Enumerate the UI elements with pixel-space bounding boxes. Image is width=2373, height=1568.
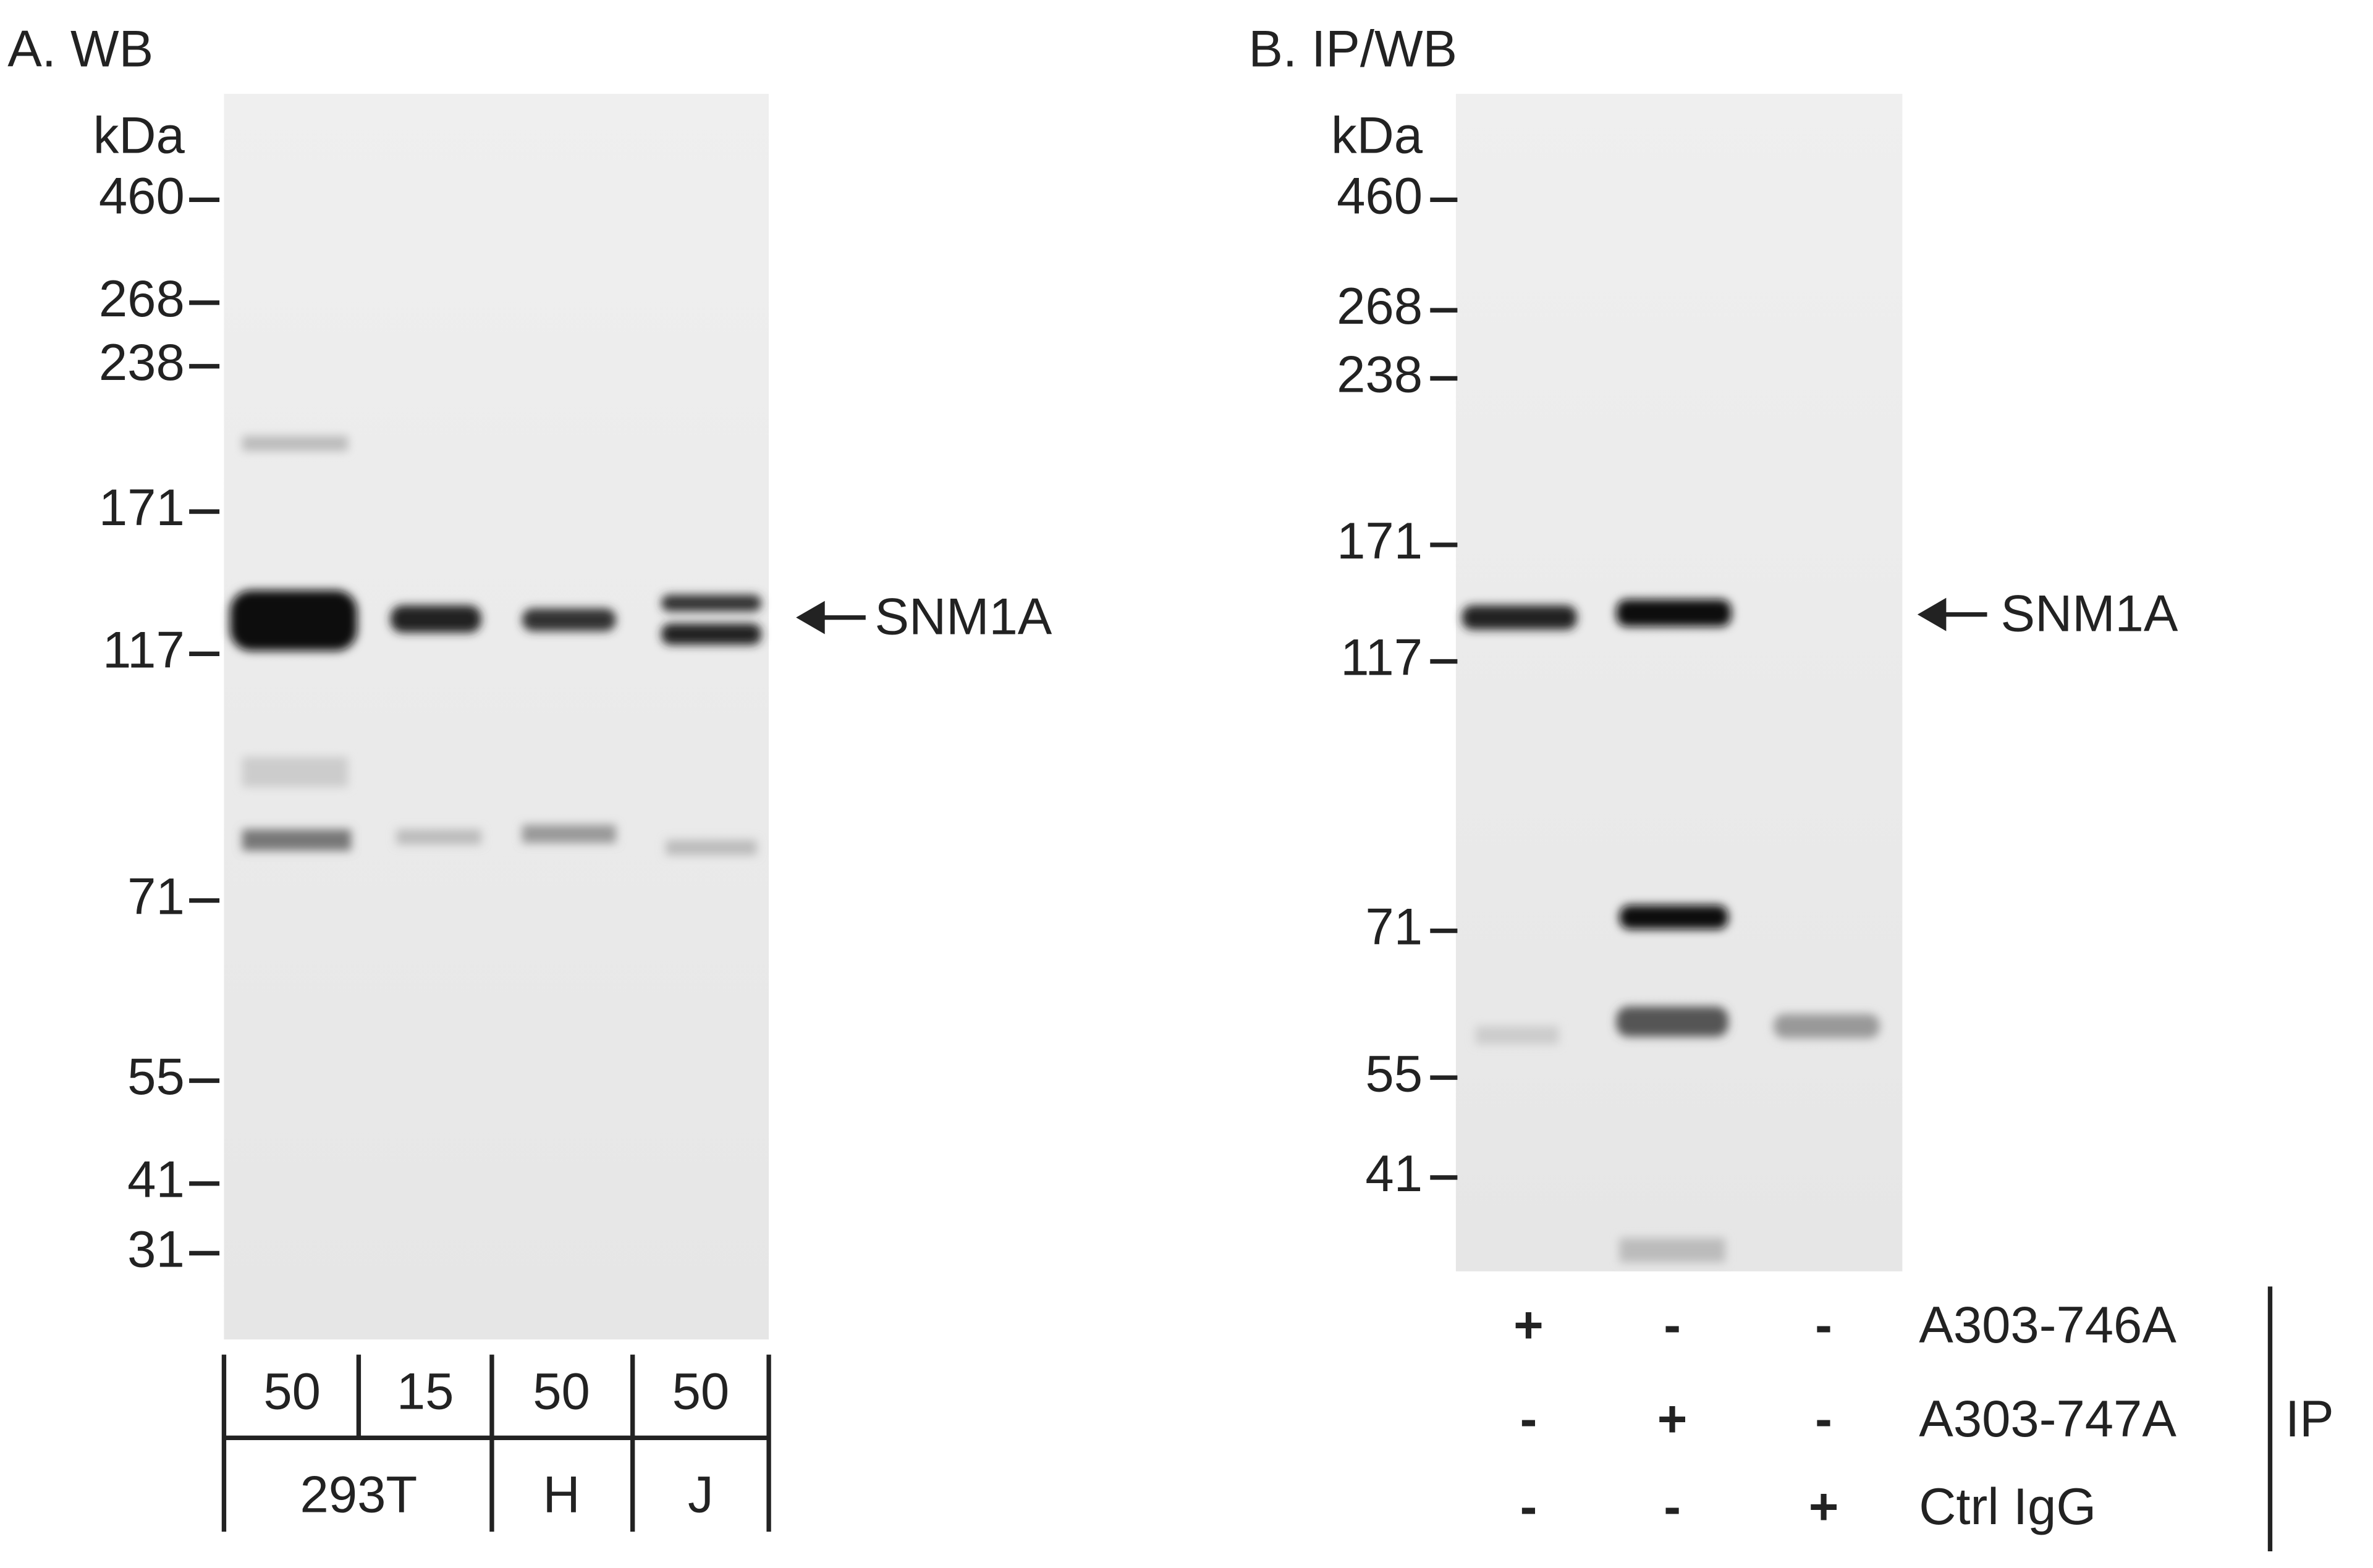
band (242, 436, 349, 452)
target-label: SNM1A (875, 588, 1052, 645)
marker-label: 460 (1337, 167, 1423, 224)
panel-title: A. WB (7, 20, 153, 78)
ip-sign: - (1815, 1390, 1832, 1448)
ip-sign: + (1513, 1296, 1544, 1354)
band (1774, 1014, 1880, 1039)
ip-sign: + (1657, 1390, 1688, 1448)
band (242, 829, 352, 851)
ip-sign: - (1520, 1478, 1538, 1535)
arrow (1917, 597, 1987, 631)
unit-label: kDa (93, 106, 185, 164)
ip-row-label: Ctrl IgG (1919, 1478, 2096, 1535)
cell-line: H (543, 1465, 580, 1523)
ip-sign: - (1520, 1390, 1538, 1448)
marker-label: 71 (1365, 898, 1423, 956)
band (230, 590, 357, 651)
panel-title: B. IP/WB (1248, 20, 1457, 78)
target-label: SNM1A (2001, 585, 2178, 643)
band (1619, 904, 1728, 930)
band (666, 840, 757, 856)
band (390, 605, 481, 633)
marker-label: 117 (103, 621, 185, 678)
ip-sign: - (1664, 1478, 1681, 1535)
lane-amount: 50 (672, 1363, 730, 1420)
ip-row-label: A303-746A (1919, 1296, 2176, 1354)
unit-label: kDa (1331, 106, 1423, 164)
band (1619, 1237, 1725, 1263)
lane-amount: 15 (397, 1363, 454, 1420)
band (522, 608, 616, 631)
marker-label: 71 (127, 868, 185, 925)
cell-line: 293T (300, 1465, 418, 1523)
band (396, 829, 481, 845)
blot (224, 93, 769, 1340)
bands (230, 436, 1880, 1263)
band (522, 825, 616, 843)
band (1616, 1006, 1728, 1037)
marker-label: 41 (1365, 1145, 1423, 1202)
marker-label: 41 (127, 1151, 185, 1208)
band (1475, 1026, 1559, 1045)
marker-label: 268 (1337, 277, 1423, 335)
marker-label: 268 (99, 270, 185, 327)
marker-label: 171 (1337, 512, 1423, 570)
band (661, 623, 761, 645)
band (1616, 599, 1732, 627)
marker-label: 460 (99, 167, 185, 224)
arrow (796, 601, 866, 634)
ip-sign: + (1809, 1478, 1839, 1535)
blot (1455, 93, 1903, 1271)
ip-sign: - (1664, 1296, 1681, 1354)
marker-label: 238 (99, 334, 185, 391)
marker-label: 238 (1337, 345, 1423, 403)
lane-amount: 50 (263, 1363, 321, 1420)
band (242, 756, 349, 787)
lane-table (221, 1354, 771, 1532)
band (1461, 605, 1577, 630)
cell-line: J (688, 1465, 714, 1523)
marker-label: 31 (127, 1220, 185, 1278)
band (661, 594, 761, 612)
lane-amount: 50 (533, 1363, 590, 1420)
marker-label: 55 (1365, 1045, 1423, 1102)
marker-label: 55 (127, 1048, 185, 1105)
ip-row-label: A303-747A (1919, 1390, 2176, 1448)
marker-label: 171 (99, 479, 185, 536)
ip-label: IP (2285, 1390, 2334, 1448)
marker-label: 117 (1340, 629, 1423, 686)
ip-sign: - (1815, 1296, 1832, 1354)
